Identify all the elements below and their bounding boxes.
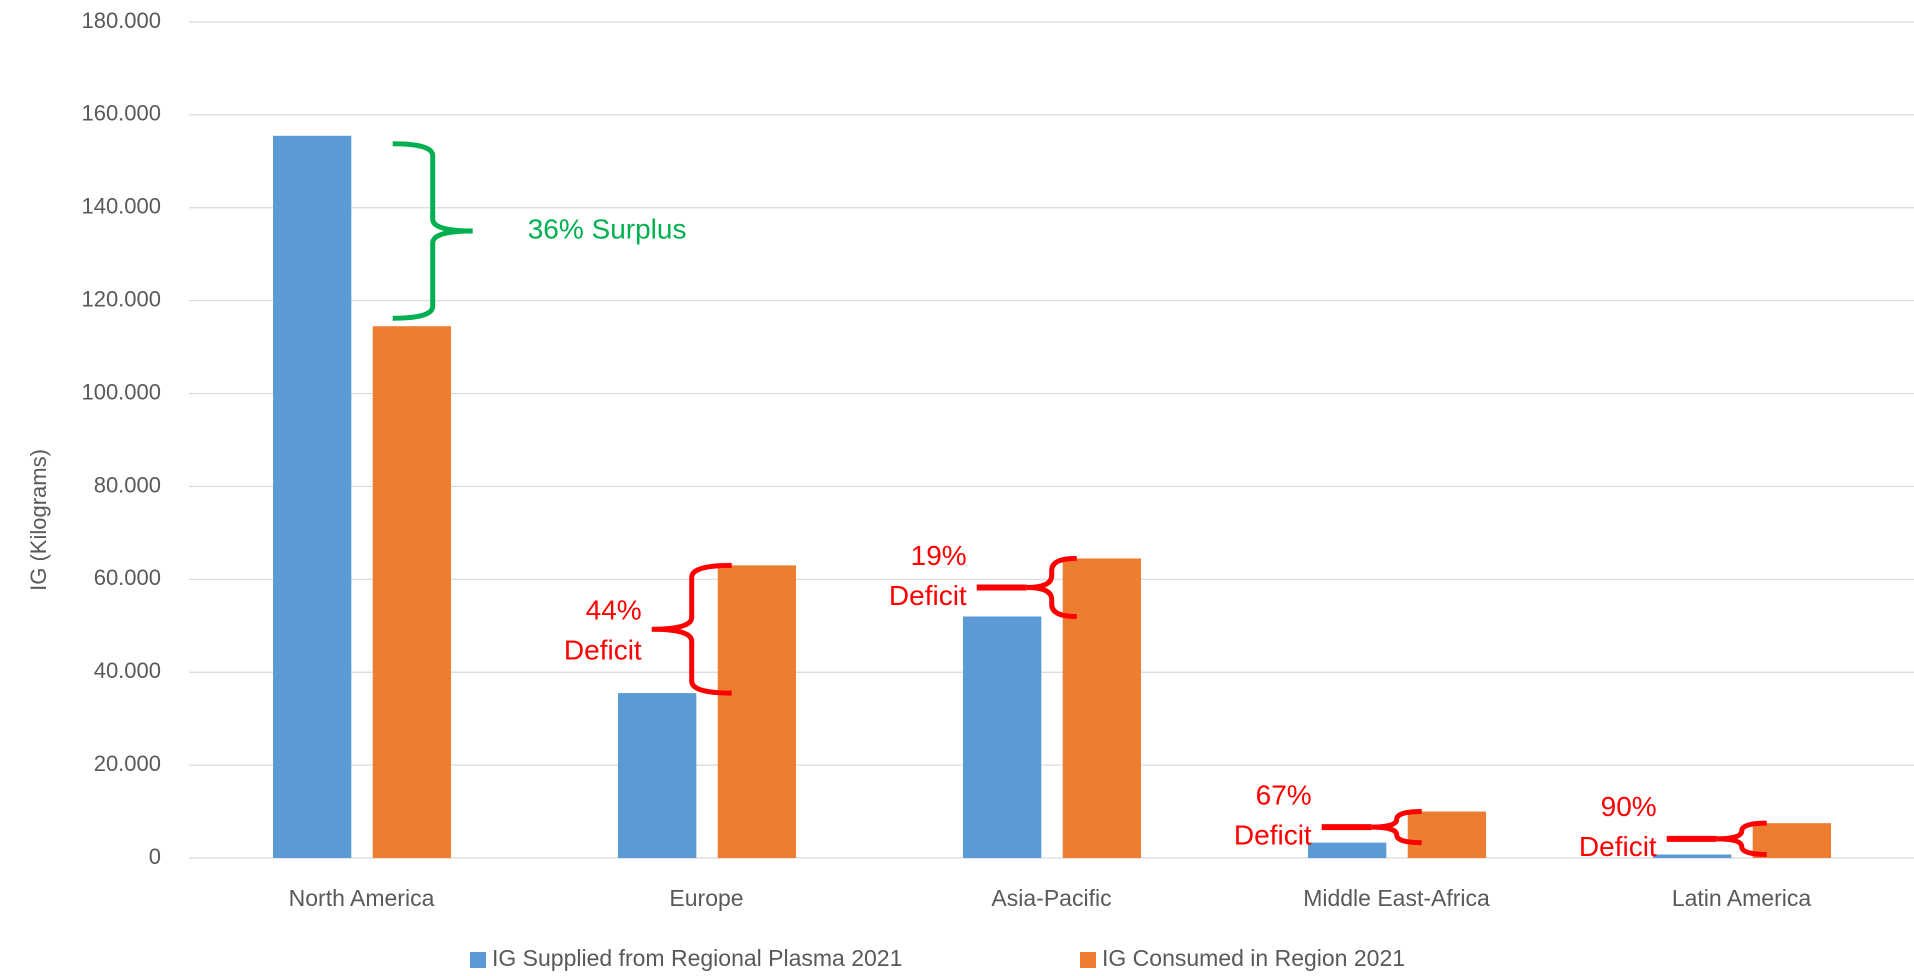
annotation: 36% Surplus: [528, 213, 687, 244]
annotation-text: Deficit: [889, 580, 967, 611]
annotation: 67% Deficit: [1234, 780, 1312, 851]
annotation: 90% Deficit: [1579, 791, 1657, 862]
x-tick-label: Asia-Pacific: [991, 885, 1111, 911]
annotation: 19% Deficit: [889, 540, 967, 611]
y-tick-label: 0: [149, 844, 161, 869]
bar: [717, 565, 797, 858]
annotation-text: 19%: [911, 540, 967, 571]
annotation-text: 44%: [586, 595, 642, 626]
brace: [392, 141, 473, 321]
annotation-text: 67%: [1256, 780, 1312, 811]
annotation-text: 36% Surplus: [528, 213, 687, 244]
y-tick-label: 120.000: [81, 286, 161, 311]
annotation: 44% Deficit: [564, 595, 642, 666]
y-tick-label: 80.000: [94, 472, 161, 497]
x-tick-label: Middle East-Africa: [1303, 885, 1490, 911]
bar: [1062, 558, 1142, 858]
y-tick-label: 160.000: [81, 101, 161, 126]
bar: [1407, 811, 1487, 858]
y-tick-label: 40.000: [94, 658, 161, 683]
bar: [1308, 842, 1387, 858]
y-tick-label: 20.000: [94, 751, 161, 776]
bar: [273, 135, 352, 859]
brace: [651, 562, 732, 696]
x-tick-label: Latin America: [1672, 885, 1812, 911]
bar: [1653, 854, 1732, 858]
x-tick-label: Europe: [669, 885, 743, 911]
y-tick-label: 100.000: [81, 379, 161, 404]
legend-label: IG Consumed in Region 2021: [1102, 945, 1405, 971]
bar: [618, 693, 697, 858]
annotation-text: Deficit: [1579, 831, 1657, 862]
bar: [372, 326, 452, 858]
y-tick-label: 60.000: [94, 565, 161, 590]
legend-swatch: [1080, 952, 1096, 968]
x-tick-label: North America: [289, 885, 435, 911]
legend-label: IG Supplied from Regional Plasma 2021: [492, 945, 902, 971]
y-tick-label: 180.000: [81, 8, 161, 33]
annotation-text: Deficit: [564, 635, 642, 666]
bar: [963, 616, 1042, 858]
annotation-text: 90%: [1601, 791, 1657, 822]
legend-swatch: [470, 952, 486, 968]
annotation-text: Deficit: [1234, 820, 1312, 851]
y-tick-label: 140.000: [81, 194, 161, 219]
y-axis-label: IG (Kilograms): [26, 449, 51, 591]
